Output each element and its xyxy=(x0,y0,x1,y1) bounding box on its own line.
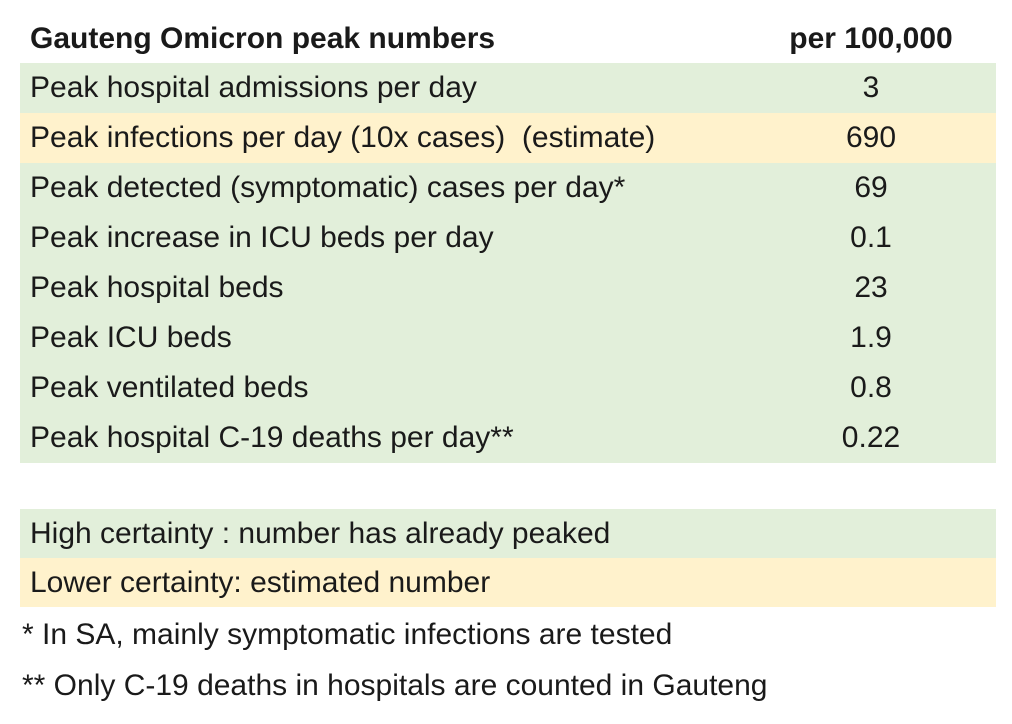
footnotes: * In SA, mainly symptomatic infections a… xyxy=(22,609,1012,711)
table-row: Peak hospital admissions per day 3 xyxy=(20,63,996,113)
legend-item-high-certainty: High certainty : number has already peak… xyxy=(20,509,996,558)
row-value: 23 xyxy=(854,271,888,304)
table-body: Peak hospital admissions per day 3 Peak … xyxy=(20,63,996,463)
row-value: 690 xyxy=(845,121,897,154)
row-label: Peak increase in ICU beds per day xyxy=(30,221,494,254)
footnote-deaths: ** Only C-19 deaths in hospitals are cou… xyxy=(22,668,768,702)
spacer xyxy=(20,463,996,509)
table-row: Peak hospital beds 23 xyxy=(20,263,996,313)
legend-item-lower-certainty: Lower certainty: estimated number xyxy=(20,558,996,607)
legend: High certainty : number has already peak… xyxy=(20,509,996,607)
table-row: Peak ventilated beds 0.8 xyxy=(20,363,996,413)
page-title: Gauteng Omicron peak numbers xyxy=(30,21,496,55)
row-value: 0.1 xyxy=(850,221,892,254)
data-sheet: Gauteng Omicron peak numbers per 100,000… xyxy=(20,14,996,607)
table-row: Peak infections per day (10x cases) (est… xyxy=(20,113,996,163)
table-row: Peak detected (symptomatic) cases per da… xyxy=(20,163,996,213)
row-value: 69 xyxy=(854,171,888,204)
row-label: Peak hospital beds xyxy=(30,271,284,304)
row-value: 0.22 xyxy=(841,421,901,454)
table-header-row: Gauteng Omicron peak numbers per 100,000 xyxy=(20,14,996,63)
row-value: 0.8 xyxy=(850,371,892,404)
table-row: Peak hospital C-19 deaths per day** 0.22 xyxy=(20,413,996,463)
row-value: 1.9 xyxy=(850,321,892,354)
row-label: Peak hospital admissions per day xyxy=(30,71,477,104)
footnote-symptomatic: * In SA, mainly symptomatic infections a… xyxy=(22,617,673,651)
row-label: Peak ventilated beds xyxy=(30,371,309,404)
row-label: Peak infections per day (10x cases) (est… xyxy=(30,121,656,154)
row-label: Peak hospital C-19 deaths per day** xyxy=(30,421,514,454)
row-label: Peak ICU beds xyxy=(30,321,232,354)
row-value: 3 xyxy=(862,71,880,104)
table-row: Peak increase in ICU beds per day 0.1 xyxy=(20,213,996,263)
row-label: Peak detected (symptomatic) cases per da… xyxy=(30,171,626,204)
unit-header: per 100,000 xyxy=(789,21,953,55)
table-row: Peak ICU beds 1.9 xyxy=(20,313,996,363)
